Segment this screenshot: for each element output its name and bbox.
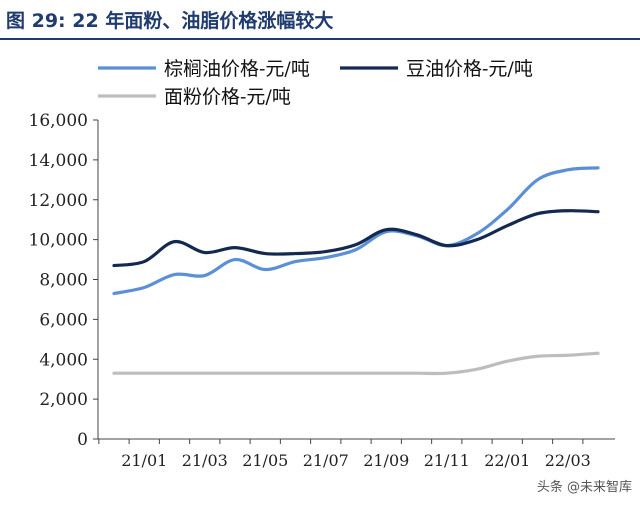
y-tick-label: 4,000 <box>39 350 88 370</box>
y-tick-label: 8,000 <box>39 271 88 291</box>
line-chart: 0 2,000 4,000 6,000 8,000 10,000 12,000 14,000 1… <box>29 58 615 470</box>
legend-label-palm: 棕榈油价格-元/吨 <box>164 58 310 80</box>
series-line-palm <box>112 166 600 296</box>
series-line-flour <box>112 351 600 376</box>
y-tick-label: 2,000 <box>39 390 88 410</box>
x-tick-label: 21/09 <box>363 451 409 470</box>
y-tick-label: 12,000 <box>29 191 88 211</box>
x-tick-label: 22/01 <box>484 451 530 470</box>
x-tick-label: 21/05 <box>242 451 288 470</box>
y-tick-label: 6,000 <box>39 310 88 330</box>
chart-panel: 0 2,000 4,000 6,000 8,000 10,000 12,000 14,000 1… <box>0 40 640 501</box>
y-tick-label: 10,000 <box>29 231 88 251</box>
series-line-soy <box>112 209 600 268</box>
figure-title: 图 29: 22 年面粉、油脂价格涨幅较大 <box>6 10 334 32</box>
y-tick-label: 14,000 <box>29 151 88 171</box>
x-tick-label: 21/03 <box>182 451 228 470</box>
watermark-text: 头条 @未来智库 <box>536 480 632 495</box>
x-tick-label: 21/07 <box>303 451 349 470</box>
y-tick-label: 0 <box>77 430 88 450</box>
x-tick-label: 22/03 <box>545 451 591 470</box>
legend-label-soy: 豆油价格-元/吨 <box>406 58 533 80</box>
figure-title-bar: 图 29: 22 年面粉、油脂价格涨幅较大 <box>0 0 640 40</box>
x-tick-label: 21/01 <box>121 451 167 470</box>
legend-label-flour: 面粉价格-元/吨 <box>164 86 291 108</box>
y-tick-label: 16,000 <box>29 111 88 131</box>
x-tick-label: 21/11 <box>424 451 470 470</box>
